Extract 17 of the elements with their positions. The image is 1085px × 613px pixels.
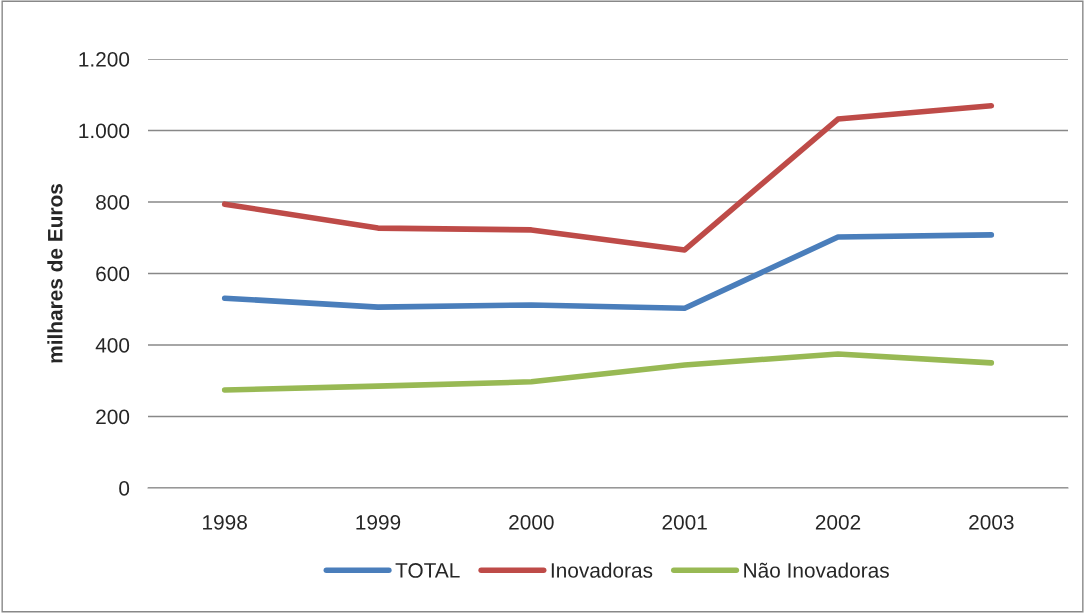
- x-tick-label: 2001: [662, 514, 707, 530]
- y-tick-label: 200: [96, 409, 130, 425]
- y-tick-label: 0: [119, 481, 130, 496]
- y-tick-label: 1.200: [79, 52, 130, 67]
- legend-label: TOTAL: [395, 563, 460, 578]
- y-axis-title: milhares de Euros: [47, 184, 63, 363]
- legend-label: Não Inovadoras: [744, 562, 889, 578]
- y-tick-label: 800: [96, 195, 130, 210]
- x-tick-label: 2003: [969, 514, 1014, 530]
- y-tick-label: 400: [95, 338, 130, 353]
- y-tick-label: 600: [96, 266, 130, 282]
- x-tick-label: 1998: [203, 514, 247, 530]
- y-tick-label: 1.000: [79, 123, 130, 139]
- legend-label: Inovadoras: [551, 562, 653, 578]
- x-tick-label: 1999: [356, 514, 401, 530]
- x-tick-label: 2002: [815, 514, 861, 530]
- x-tick-label: 2000: [509, 514, 554, 530]
